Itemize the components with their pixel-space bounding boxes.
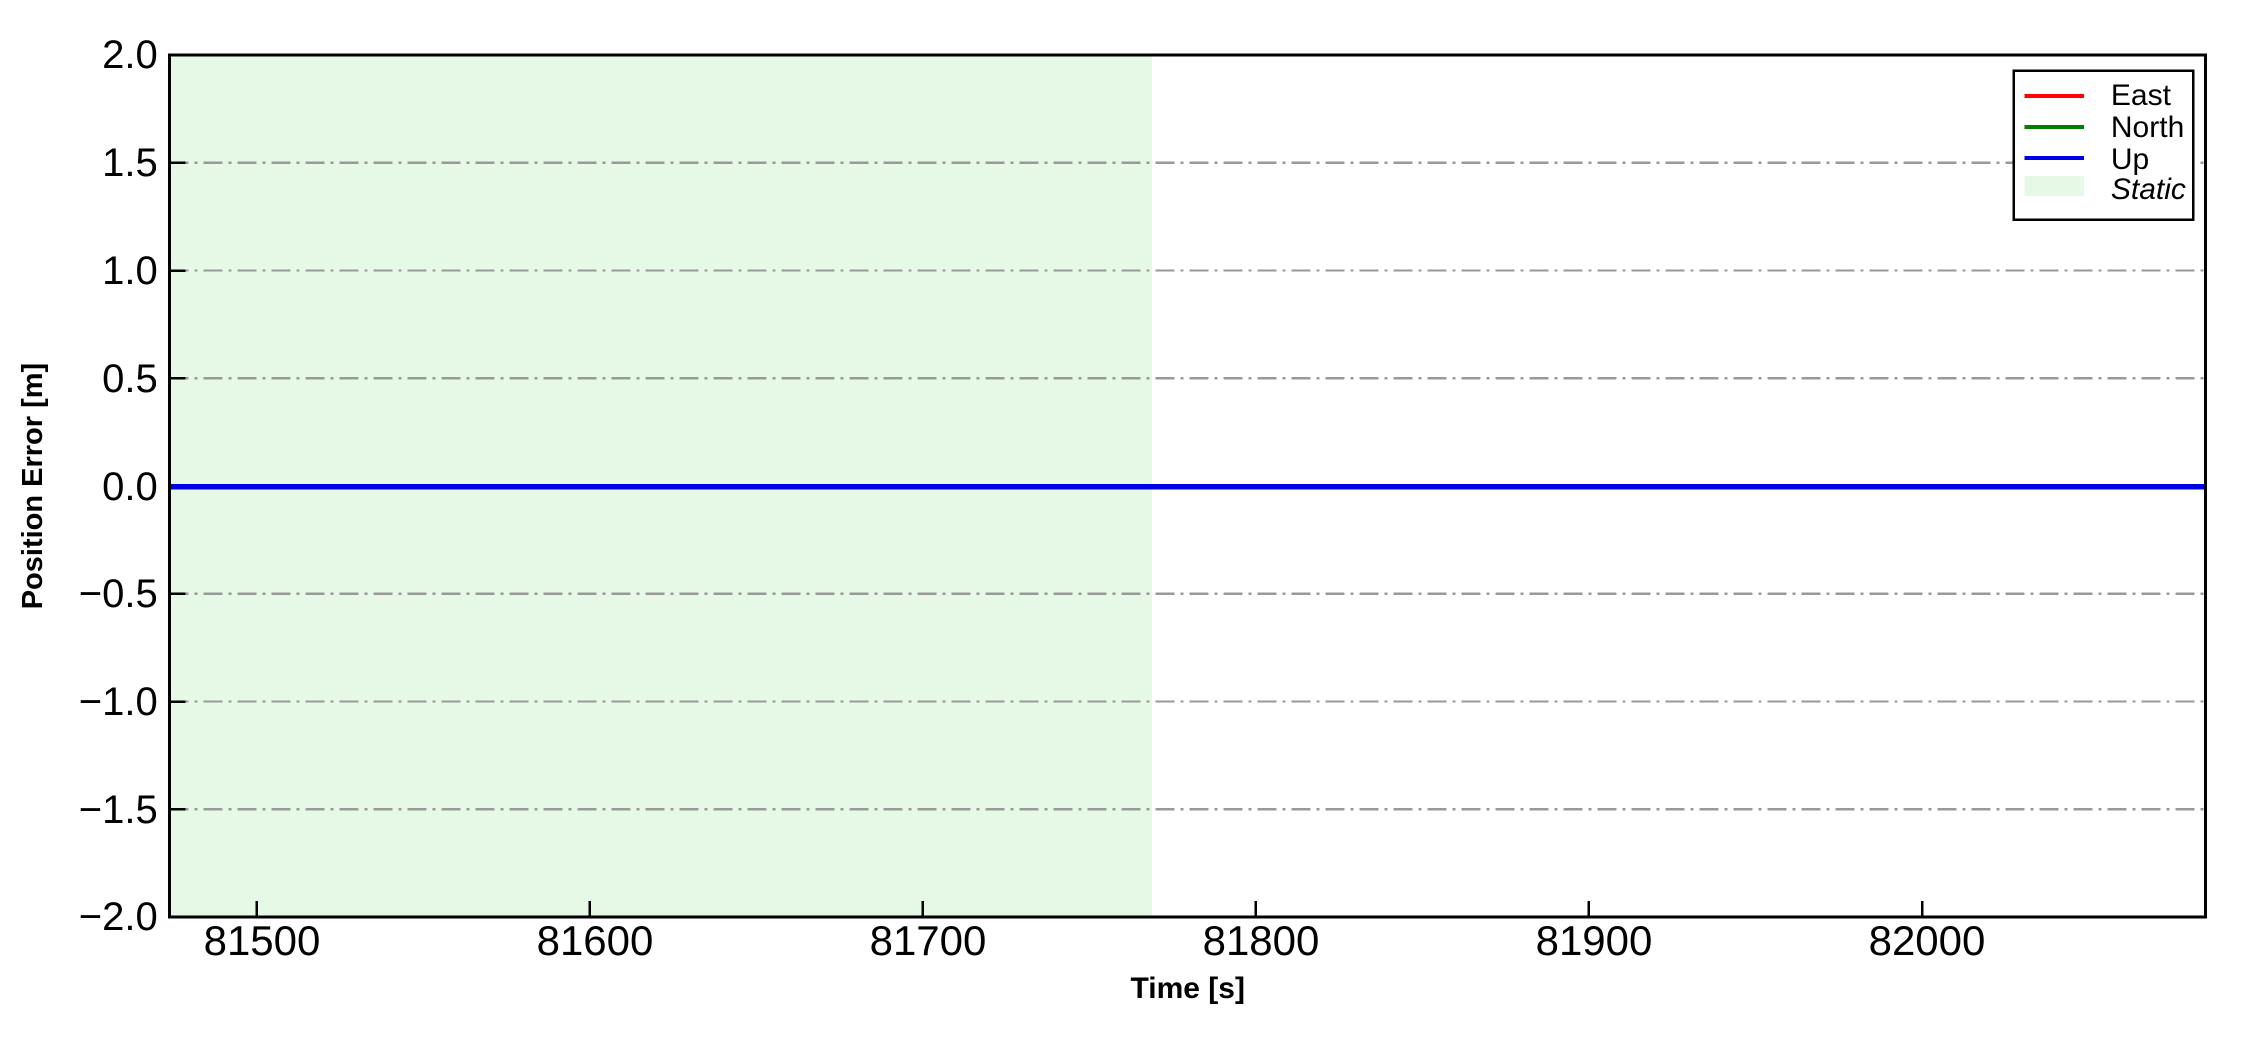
svg-text:−1.5: −1.5 [79,788,158,832]
svg-text:1.5: 1.5 [102,141,158,185]
svg-text:0.0: 0.0 [102,465,158,509]
svg-text:0.5: 0.5 [102,357,158,401]
svg-text:1.0: 1.0 [102,249,158,293]
svg-text:81800: 81800 [1203,917,1320,964]
svg-text:81600: 81600 [537,917,654,964]
svg-text:81500: 81500 [204,917,321,964]
svg-text:Static: Static [2111,173,2186,206]
svg-text:North: North [2111,111,2184,144]
svg-text:−1.0: −1.0 [79,680,158,724]
svg-text:2.0: 2.0 [102,33,158,77]
svg-text:−0.5: −0.5 [79,572,158,616]
svg-text:Position Error [m]: Position Error [m] [17,363,49,610]
svg-text:East: East [2111,79,2172,112]
svg-text:82000: 82000 [1869,917,1986,964]
svg-text:81900: 81900 [1536,917,1653,964]
svg-text:81700: 81700 [870,917,987,964]
svg-text:Up: Up [2111,143,2149,176]
svg-text:Time [s]: Time [s] [1130,972,1244,1005]
svg-text:−2.0: −2.0 [79,895,158,939]
